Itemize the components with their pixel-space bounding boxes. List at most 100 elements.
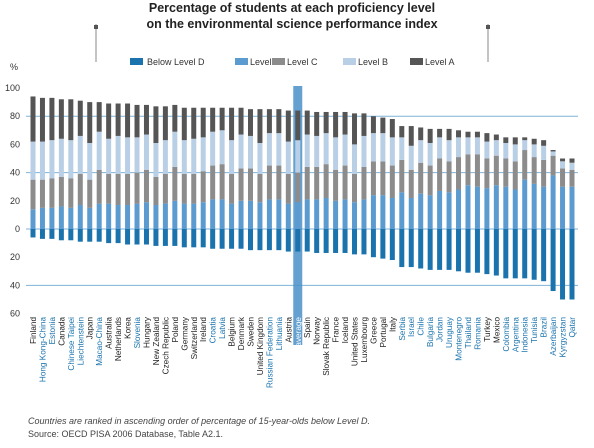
bar-level-c bbox=[87, 179, 93, 208]
bar-level-d bbox=[229, 203, 235, 229]
bar-level-c bbox=[370, 161, 376, 196]
bar-level-d bbox=[342, 199, 348, 229]
x-tick-label: Serbia bbox=[398, 317, 407, 341]
bar-level-d bbox=[333, 200, 339, 229]
y-tick-label: 100 bbox=[5, 83, 20, 93]
x-tick-label: Russian Federation bbox=[265, 317, 274, 388]
bar-level-c bbox=[352, 174, 358, 203]
bar-below-level-d bbox=[295, 229, 301, 252]
bar-level-a bbox=[200, 107, 206, 138]
bar-level-b bbox=[484, 141, 490, 159]
bar-below-level-d bbox=[569, 229, 575, 300]
bar-level-d bbox=[456, 189, 462, 229]
bar-level-d bbox=[550, 175, 556, 229]
x-tick-label: Italy bbox=[388, 316, 397, 332]
bar-below-level-d bbox=[352, 229, 358, 255]
x-tick-label: Australia bbox=[105, 317, 114, 349]
bar-level-d bbox=[560, 186, 566, 229]
bar-below-level-d bbox=[531, 229, 537, 280]
bar-level-b bbox=[134, 137, 140, 173]
bar-below-level-d bbox=[162, 229, 168, 246]
bar-level-c bbox=[408, 169, 414, 198]
x-tick-label: Norway bbox=[313, 316, 322, 345]
bar-level-a bbox=[219, 107, 225, 131]
bar-level-d bbox=[276, 199, 282, 229]
bar-below-level-d bbox=[522, 229, 528, 279]
bar-level-d bbox=[512, 189, 518, 229]
bar-level-b bbox=[446, 140, 452, 162]
bar-level-c bbox=[560, 168, 566, 187]
bar-below-level-d bbox=[408, 229, 414, 268]
bar-below-level-d bbox=[210, 229, 216, 249]
x-tick-label: Germany bbox=[180, 316, 189, 351]
bar-level-a bbox=[446, 128, 452, 141]
x-tick-label: Tunisia bbox=[530, 317, 539, 344]
bar-level-a bbox=[247, 109, 253, 136]
bar-level-d bbox=[465, 185, 471, 229]
x-tick-label: Finland bbox=[29, 317, 38, 344]
bar-level-d bbox=[380, 195, 386, 229]
bar-level-c bbox=[399, 159, 405, 193]
bar-level-a bbox=[456, 130, 462, 138]
x-tick-label: Turkey bbox=[483, 316, 492, 342]
bar-level-b bbox=[87, 142, 93, 180]
bar-level-b bbox=[541, 145, 547, 160]
x-tick-label: Estonia bbox=[48, 317, 57, 345]
x-tick-label: Greece bbox=[369, 317, 378, 344]
bar-level-d bbox=[522, 179, 528, 229]
bar-level-b bbox=[266, 133, 272, 166]
bar-level-c bbox=[456, 157, 462, 190]
bar-level-c bbox=[314, 166, 320, 200]
x-tick-label: Netherlands bbox=[114, 317, 123, 361]
bar-level-b bbox=[219, 130, 225, 165]
x-tick-label: Thailand bbox=[464, 317, 473, 349]
bar-level-c bbox=[285, 174, 291, 204]
x-tick-label: Japan bbox=[86, 317, 95, 340]
bar-level-a bbox=[352, 113, 358, 145]
x-tick-label: Latvia bbox=[218, 317, 227, 339]
bar-level-a bbox=[229, 107, 235, 141]
bar-level-c bbox=[541, 159, 547, 187]
y-tick-label: 40 bbox=[10, 168, 20, 178]
bar-level-c bbox=[219, 164, 225, 200]
legend-swatch-below-level-d bbox=[130, 58, 143, 65]
bar-level-c bbox=[96, 169, 102, 204]
bar-level-a bbox=[361, 113, 367, 136]
bar-level-d bbox=[295, 202, 301, 229]
bar-below-level-d bbox=[456, 229, 462, 272]
x-tick-label: United Kingdom bbox=[256, 317, 265, 375]
bar-level-b bbox=[437, 137, 443, 159]
bar-level-d bbox=[247, 200, 253, 229]
bar-level-b bbox=[380, 133, 386, 162]
x-tick-label: United States bbox=[351, 317, 360, 366]
bar-below-level-d bbox=[172, 229, 178, 246]
y-tick-label: 20 bbox=[10, 196, 20, 206]
bar-level-b bbox=[58, 138, 64, 177]
bar-level-a bbox=[134, 104, 140, 138]
bar-level-c bbox=[418, 162, 424, 194]
x-tick-label: Hungary bbox=[142, 316, 151, 348]
bar-level-c bbox=[474, 154, 480, 187]
bar-below-level-d bbox=[276, 229, 282, 251]
bar-level-a bbox=[125, 103, 131, 138]
bar-level-b bbox=[295, 140, 301, 173]
legend-swatch-level-a bbox=[410, 58, 423, 65]
bar-level-b bbox=[569, 162, 575, 170]
bar-level-c bbox=[550, 155, 556, 176]
bar-level-a bbox=[522, 137, 528, 141]
bar-level-a bbox=[285, 110, 291, 142]
bar-below-level-d bbox=[247, 229, 253, 251]
bar-level-a bbox=[408, 126, 414, 146]
bar-level-c bbox=[115, 174, 121, 206]
bar-level-c bbox=[276, 165, 282, 200]
bar-level-b bbox=[39, 141, 45, 180]
y-tick-label: 20 bbox=[10, 252, 20, 262]
bar-level-d bbox=[314, 199, 320, 229]
bar-level-c bbox=[342, 165, 348, 200]
bar-level-a bbox=[493, 134, 499, 141]
bar-level-d bbox=[304, 199, 310, 229]
bar-level-a bbox=[181, 107, 187, 141]
x-tick-label: Czech Republic bbox=[161, 317, 170, 374]
x-tick-label: Spain bbox=[303, 317, 312, 338]
bar-below-level-d bbox=[550, 229, 556, 292]
